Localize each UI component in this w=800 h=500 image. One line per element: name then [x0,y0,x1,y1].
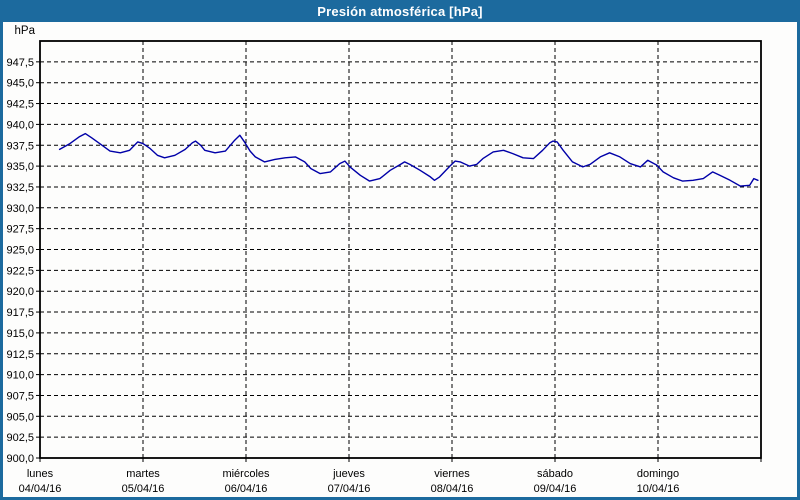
x-axis-date-label: 08/04/16 [431,483,474,495]
x-axis-day-label: miércoles [222,468,270,480]
y-axis-label: 940,0 [6,119,34,131]
x-axis-date-label: 06/04/16 [225,483,268,495]
x-axis-date-label: 07/04/16 [328,483,371,495]
y-axis-label: 945,0 [6,78,34,90]
y-axis-label: 932,5 [6,182,34,194]
window-title: Presión atmosférica [hPa] [317,3,483,19]
y-axis-label: 907,5 [6,390,34,402]
y-axis-label: 925,0 [6,245,34,257]
pressure-chart: 947,5 945,0 942,5 940,0 937,5 935,0 932,5 930,0… [6,25,762,495]
y-axis-label: 930,0 [6,203,34,215]
x-axis-day-label: viernes [434,468,470,480]
x-axis-day-label: martes [126,468,160,480]
x-axis-day-label: jueves [332,468,365,480]
y-axis-label: 947,5 [6,57,34,69]
x-axis-date-label: 04/04/16 [19,483,62,495]
x-axis-date-label: 09/04/16 [534,483,577,495]
y-axis-label: 910,0 [6,370,34,382]
x-axis-day-label: domingo [637,468,679,480]
y-axis-label: 912,5 [6,349,34,361]
y-axis-label: 927,5 [6,224,34,236]
y-axis-label: 920,0 [6,286,34,298]
plot-border [39,40,762,459]
y-axis-label: 922,5 [6,265,34,277]
x-axis-date-label: 05/04/16 [122,483,165,495]
y-axis-label: 902,5 [6,432,34,444]
window-titlebar[interactable]: Presión atmosférica [hPa] [3,0,797,22]
y-axis-label: 900,0 [6,453,34,465]
y-axis-label: 937,5 [6,140,34,152]
x-axis-date-label: 10/04/16 [637,483,680,495]
y-axis-label: 935,0 [6,161,34,173]
x-axis-day-label: sábado [537,468,573,480]
x-axis-day-label: lunes [27,468,54,480]
chart-panel: 947,5 945,0 942,5 940,0 937,5 935,0 932,5 930,0… [3,22,797,497]
y-axis-label: 915,0 [6,328,34,340]
y-axis-label: 917,5 [6,307,34,319]
y-axis-unit-label: hPa [15,25,36,37]
y-axis-label: 905,0 [6,411,34,423]
pressure-series-line [58,132,759,187]
y-axis-label: 942,5 [6,99,34,111]
